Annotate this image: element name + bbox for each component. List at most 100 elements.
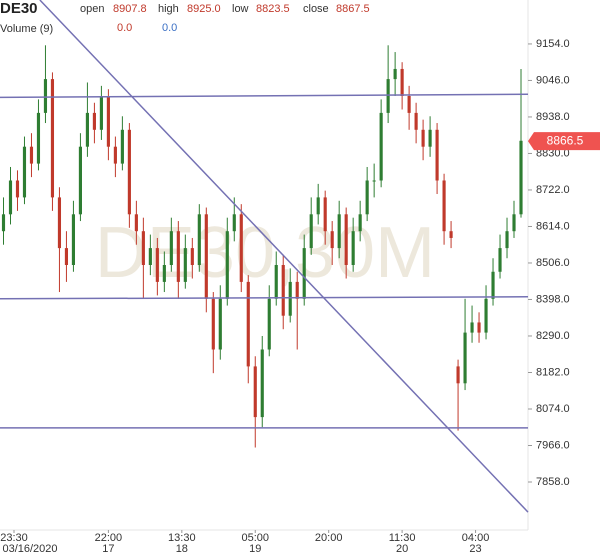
candle-body: [260, 349, 264, 418]
x-tick-label: 11:30: [389, 532, 416, 544]
field-value: 8867.5: [336, 3, 370, 15]
candle-body: [337, 214, 341, 249]
candle-body: [78, 146, 82, 215]
candle-body: [197, 214, 201, 265]
y-tick-label: 8074.0: [536, 403, 570, 415]
price-label: 8866.5: [547, 133, 584, 147]
candle-body: [246, 281, 250, 367]
candle-body: [365, 180, 369, 215]
candle-body: [498, 248, 502, 272]
x-date-label: 23: [469, 543, 481, 555]
candle-body: [155, 248, 159, 282]
candle-body: [253, 366, 257, 418]
y-tick-label: 7858.0: [536, 476, 570, 488]
candle-body: [85, 112, 89, 147]
candle-body: [141, 231, 145, 265]
candle-body: [421, 129, 425, 147]
y-tick-label: 8398.0: [536, 293, 570, 305]
x-date-label: 03/16/2020: [2, 543, 57, 555]
candle-body: [176, 231, 180, 282]
candle-body: [400, 68, 404, 96]
candle-body: [127, 129, 131, 215]
candle-body: [351, 231, 355, 265]
candle-body: [1, 214, 6, 232]
y-tick-label: 8830.0: [536, 147, 570, 159]
x-tick-label: 05:00: [241, 532, 269, 544]
candle-body: [15, 180, 20, 198]
candle-body: [169, 231, 173, 265]
candle-body: [442, 180, 446, 232]
candle-body: [491, 271, 495, 299]
candle-body: [288, 281, 292, 316]
y-tick-label: 8506.0: [536, 257, 570, 269]
y-tick-label: 8938.0: [536, 111, 570, 123]
candle-body: [330, 231, 334, 249]
candle-body: [407, 95, 411, 113]
candle-body: [505, 231, 509, 249]
candle-body: [106, 95, 110, 147]
candle-body: [358, 214, 362, 232]
candle-body: [463, 332, 467, 384]
candle-body: [162, 265, 166, 282]
candle-body: [484, 298, 488, 333]
trend-line: [0, 93, 529, 99]
field-name: low: [232, 3, 249, 15]
y-tick-label: 7966.0: [536, 439, 570, 451]
candle-body: [344, 214, 348, 265]
x-tick-label: 22:00: [95, 532, 123, 544]
candle-body: [323, 197, 327, 232]
candle-body: [267, 298, 271, 350]
candle-body: [414, 112, 418, 130]
candle-body: [99, 95, 103, 130]
candle-body: [211, 298, 215, 350]
candle-body: [92, 112, 96, 130]
field-value: 8925.0: [187, 3, 221, 15]
watermark: DE30,30M: [95, 213, 435, 293]
candle-body: [519, 140, 523, 215]
candle-body: [204, 214, 208, 299]
candle-body: [393, 68, 397, 80]
candle-body: [435, 129, 439, 181]
candle-body: [428, 129, 432, 147]
candle-body: [148, 248, 152, 265]
candle-body: [449, 231, 453, 238]
candle-body: [113, 146, 117, 164]
field-name: close: [303, 3, 329, 15]
candle-body: [71, 214, 76, 265]
candle-body: [29, 146, 34, 164]
x-date-label: 20: [396, 543, 408, 555]
candle-body: [281, 265, 285, 316]
trend-line: [39, 0, 529, 513]
x-date-label: 19: [249, 543, 261, 555]
trend-line: [0, 296, 529, 300]
candle-body: [225, 231, 229, 299]
x-tick-label: 20:00: [315, 532, 343, 544]
candle-body: [8, 180, 13, 215]
y-tick-label: 8722.0: [536, 184, 570, 196]
volume-value: 0.0: [162, 22, 177, 34]
y-tick-label: 8182.0: [536, 366, 570, 378]
candle-body: [134, 214, 138, 232]
field-value: 8907.8: [113, 3, 147, 15]
x-date-label: 18: [176, 543, 188, 555]
candle-body: [43, 79, 48, 113]
candle-body: [183, 248, 187, 282]
symbol: DE30: [0, 0, 38, 17]
field-value: 8823.5: [256, 3, 290, 15]
candle-body: [274, 265, 278, 299]
candle-body: [190, 248, 194, 265]
x-tick-label: 13:30: [168, 532, 196, 544]
price-label-bg: [528, 132, 600, 151]
candle-body: [386, 79, 390, 113]
candle-body: [302, 248, 306, 299]
candle-body: [456, 366, 460, 384]
volume-label: Volume (9): [0, 23, 53, 35]
candle-body: [470, 322, 474, 333]
candle-body: [316, 197, 320, 215]
candle-body: [232, 214, 236, 232]
candle-body: [218, 298, 222, 350]
candle-body: [22, 146, 27, 198]
volume-value: 0.0: [117, 22, 132, 34]
candle-body: [512, 214, 516, 232]
